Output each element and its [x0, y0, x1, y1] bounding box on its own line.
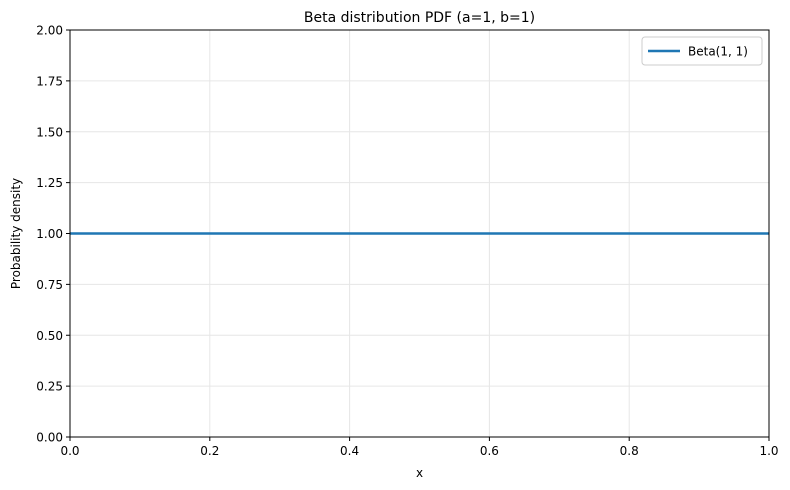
legend: Beta(1, 1): [641, 36, 763, 66]
y-tick-label: 2.00: [36, 24, 63, 38]
y-axis-label: Probability density: [9, 178, 23, 289]
x-axis-label: x: [416, 466, 423, 480]
x-tick-label: 0.2: [200, 444, 219, 458]
legend-label-beta: Beta(1, 1): [688, 45, 748, 59]
y-tick-label: 1.50: [36, 125, 63, 139]
x-tick-label: 0.6: [480, 444, 499, 458]
y-tick-label: 1.00: [36, 227, 63, 241]
legend-box: [641, 36, 763, 66]
y-tick-label: 1.25: [36, 176, 63, 190]
x-tick-label: 0.4: [340, 444, 359, 458]
x-tick-label: 1.0: [759, 444, 778, 458]
x-tick-label: 0.0: [60, 444, 79, 458]
y-tick-label: 1.75: [36, 74, 63, 88]
y-tick-label: 0.25: [36, 380, 63, 394]
y-axis-ticks: 0.00 0.25 0.50 0.75 1.00 1.25 1.50 1.75 2.00: [36, 24, 70, 445]
x-tick-label: 0.8: [620, 444, 639, 458]
x-axis-ticks: 0.0 0.2 0.4 0.6 0.8 1.0: [60, 437, 779, 458]
y-tick-label: 0.00: [36, 431, 63, 445]
y-tick-label: 0.75: [36, 278, 63, 292]
chart-title: Beta distribution PDF (a=1, b=1): [304, 10, 535, 26]
y-tick-label: 0.50: [36, 329, 63, 343]
